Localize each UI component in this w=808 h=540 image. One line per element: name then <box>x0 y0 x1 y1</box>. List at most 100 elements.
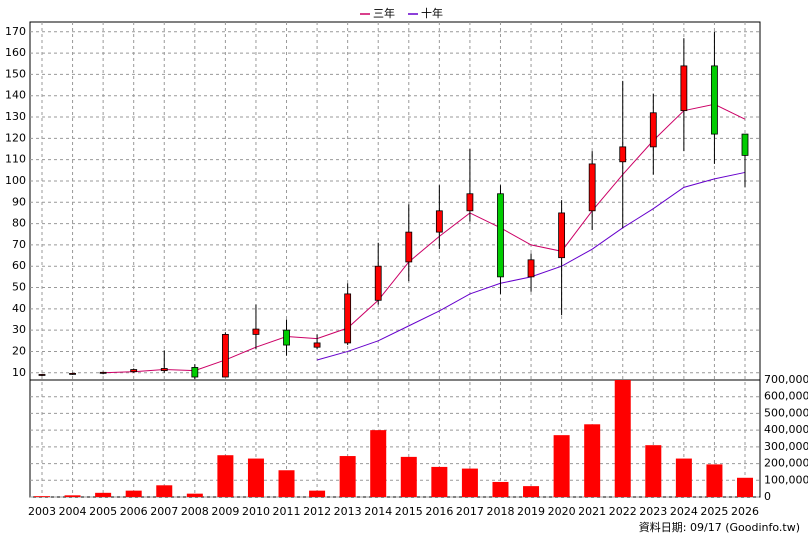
volume-bar <box>614 380 631 497</box>
volume-bar <box>247 458 264 497</box>
volume-bar <box>339 456 356 497</box>
y2-tick-label: 700,000 <box>764 373 808 386</box>
volume-bar <box>64 495 81 497</box>
y-tick-label: 100 <box>5 174 26 187</box>
candle-body <box>38 374 46 376</box>
candle-body <box>435 210 443 233</box>
volume-bar <box>492 481 509 497</box>
candle-body <box>619 146 627 163</box>
x-tick-label: 2025 <box>700 505 728 518</box>
x-tick-label: 2023 <box>639 505 667 518</box>
volume-bar <box>584 424 601 497</box>
volume-bar <box>278 470 295 497</box>
candle-body <box>497 193 504 278</box>
candle-body <box>711 65 718 135</box>
volume-bar <box>706 464 723 497</box>
footer: 資料日期: 09/17 (Goodinfo.tw) <box>639 520 800 534</box>
candle-body <box>69 372 76 375</box>
candle-body <box>221 333 229 378</box>
y-tick-label: 90 <box>12 195 26 208</box>
x-tick-label: 2017 <box>456 505 484 518</box>
y-tick-label: 140 <box>5 89 26 102</box>
candle-body <box>252 328 260 335</box>
x-tick-label: 2012 <box>303 505 331 518</box>
volume-bar <box>431 466 448 497</box>
y-tick-label: 40 <box>12 302 26 315</box>
volume-bar <box>523 486 540 497</box>
y2-tick-label: 200,000 <box>764 457 808 470</box>
candle-body <box>160 368 168 372</box>
x-tick-label: 2024 <box>670 505 698 518</box>
volume-bar <box>553 435 570 497</box>
y-tick-label: 160 <box>5 46 26 59</box>
x-tick-label: 2019 <box>517 505 545 518</box>
candle-body <box>588 163 596 212</box>
y2-tick-label: 300,000 <box>764 440 808 453</box>
candle-body <box>374 265 382 301</box>
candle-body <box>283 329 290 346</box>
volume-bar <box>370 430 387 497</box>
y2-tick-label: 100,000 <box>764 473 808 486</box>
x-tick-label: 2016 <box>425 505 453 518</box>
y-tick-label: 130 <box>5 110 26 123</box>
y-tick-label: 50 <box>12 281 26 294</box>
x-tick-label: 2005 <box>89 505 117 518</box>
volume-bar <box>645 445 662 497</box>
volume-bar <box>309 490 326 497</box>
candle-body <box>191 367 199 378</box>
volume-bar <box>400 456 417 497</box>
volume-bar <box>737 477 753 497</box>
y-tick-label: 110 <box>5 153 26 166</box>
x-tick-label: 2020 <box>548 505 576 518</box>
y-tick-label: 70 <box>12 238 26 251</box>
x-tick-label: 2011 <box>273 505 301 518</box>
x-tick-label: 2015 <box>395 505 423 518</box>
candle-body <box>466 193 474 212</box>
volume-bar <box>186 493 203 497</box>
x-tick-label: 2013 <box>334 505 362 518</box>
y-tick-label: 10 <box>12 366 26 379</box>
volume-bar <box>217 455 234 497</box>
ma-line <box>103 103 746 374</box>
legend-label: 十年 <box>421 6 443 20</box>
y-tick-label: 170 <box>5 25 26 38</box>
x-tick-label: 2010 <box>242 505 270 518</box>
volume-bar <box>675 458 692 497</box>
x-tick-label: 2026 <box>731 505 759 518</box>
candle-body <box>130 369 138 373</box>
candle-body <box>680 65 688 112</box>
candle-body <box>527 259 535 278</box>
candle-body <box>741 133 749 156</box>
y-tick-label: 80 <box>12 217 26 230</box>
volume-bar <box>125 490 142 497</box>
y2-tick-label: 500,000 <box>764 406 808 419</box>
x-tick-label: 2018 <box>486 505 514 518</box>
x-tick-label: 2006 <box>120 505 148 518</box>
y2-tick-label: 600,000 <box>764 390 808 403</box>
candle-body <box>344 293 352 344</box>
volume-bar <box>95 492 112 497</box>
y-tick-label: 30 <box>12 323 26 336</box>
x-tick-label: 2007 <box>150 505 178 518</box>
candle-body <box>649 112 657 148</box>
x-tick-label: 2021 <box>578 505 606 518</box>
x-tick-label: 2014 <box>364 505 392 518</box>
y-tick-label: 60 <box>12 259 26 272</box>
y2-tick-label: 0 <box>764 490 771 503</box>
x-tick-label: 2008 <box>181 505 209 518</box>
x-tick-label: 2004 <box>59 505 87 518</box>
y-tick-label: 120 <box>5 131 26 144</box>
volume-bar <box>156 485 173 497</box>
volume-bar <box>461 468 478 497</box>
candle-body <box>405 231 413 263</box>
y-tick-label: 150 <box>5 67 26 80</box>
candle-body <box>99 371 107 374</box>
x-tick-label: 2022 <box>609 505 637 518</box>
legend-label: 三年 <box>373 6 395 20</box>
y-tick-label: 20 <box>12 344 26 357</box>
x-tick-label: 2003 <box>28 505 56 518</box>
y2-tick-label: 400,000 <box>764 423 808 436</box>
candle-body <box>313 342 321 348</box>
